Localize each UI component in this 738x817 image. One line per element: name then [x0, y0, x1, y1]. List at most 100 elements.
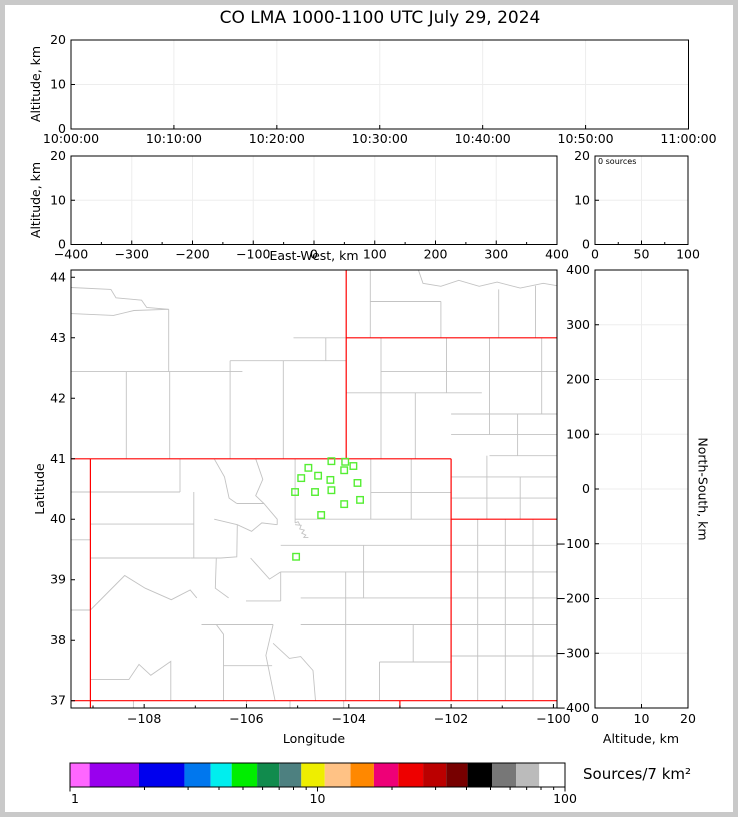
- north-south-tick-label: 400: [566, 262, 590, 277]
- lightning-source-marker: [291, 488, 300, 496]
- north-south-tick-label: 300: [566, 317, 590, 332]
- east-west-tick-label: 100: [363, 247, 387, 262]
- county-border-line: [294, 521, 301, 525]
- latitude-tick-label: 44: [50, 269, 66, 284]
- colorbar-segment: [398, 763, 424, 787]
- colorbar-segment: [350, 763, 374, 787]
- histogram-y-tick-label: 0: [582, 237, 590, 252]
- county-border-line: [90, 574, 198, 611]
- lightning-source-marker: [297, 474, 306, 483]
- colorbar-segment: [184, 763, 211, 787]
- county-border-line: [265, 624, 276, 701]
- north-south-tick-label: −200: [556, 591, 590, 606]
- altitude-x-tick-label: 20: [680, 711, 696, 726]
- time-tick-label: 10:20:00: [249, 131, 305, 146]
- longitude-tick-label: −102: [434, 711, 468, 726]
- lightning-source-marker: [340, 466, 349, 475]
- colorbar-segment: [301, 763, 325, 787]
- lightning-source-marker: [349, 462, 358, 470]
- colorbar-segment: [539, 763, 565, 787]
- colorbar-segment: [446, 763, 468, 787]
- colorbar-segment: [231, 763, 258, 787]
- time-tick-label: 10:50:00: [558, 131, 614, 146]
- altitude-tick-label: 10: [50, 77, 66, 92]
- colorbar-segment: [516, 763, 540, 787]
- county-border-line: [214, 557, 229, 599]
- county-border-line: [417, 269, 558, 289]
- colorbar-tick-label: 10: [310, 791, 326, 806]
- histogram-y-tick-label: 20: [574, 148, 590, 163]
- altitude-x-tick-label: 10: [634, 711, 650, 726]
- colorbar-tick-label: 100: [553, 791, 577, 806]
- colorbar-segment: [138, 763, 185, 787]
- time-tick-label: 10:10:00: [146, 131, 202, 146]
- colorbar-label: Sources/7 km²: [583, 765, 692, 783]
- lightning-source-marker: [340, 500, 349, 509]
- county-border-line: [236, 503, 278, 525]
- longitude-tick-label: −104: [332, 711, 366, 726]
- histogram-x-tick-label: 0: [591, 247, 599, 262]
- map-y-axis-label: Latitude: [31, 463, 47, 515]
- altitude-tick-label: 10: [50, 192, 66, 207]
- county-border-line: [255, 458, 265, 504]
- lightning-source-marker: [304, 463, 313, 472]
- north-south-tick-label: −100: [556, 536, 590, 551]
- county-border-line: [201, 624, 224, 701]
- colorbar-segment: [279, 763, 302, 787]
- north-south-tick-label: 100: [566, 426, 590, 441]
- latitude-tick-label: 38: [50, 632, 66, 647]
- latitude-tick-label: 43: [50, 330, 66, 345]
- latitude-tick-label: 37: [50, 693, 66, 708]
- lightning-source-marker: [327, 457, 336, 466]
- lightning-source-marker: [314, 471, 323, 480]
- latitude-tick-label: 39: [50, 572, 66, 587]
- time-height-y-axis-label: Altitude, km: [27, 45, 43, 123]
- latitude-tick-label: 40: [50, 511, 66, 526]
- county-border-line: [213, 458, 238, 504]
- lightning-source-marker: [311, 488, 319, 496]
- colorbar-segment: [257, 763, 280, 787]
- figure-title: CO LMA 1000-1100 UTC July 29, 2024: [219, 8, 541, 28]
- east-west-tick-label: 0: [310, 247, 318, 262]
- latitude-tick-label: 41: [50, 451, 66, 466]
- colorbar-segment: [324, 763, 351, 787]
- county-border-line: [272, 642, 316, 701]
- colorbar-segment: [373, 763, 399, 787]
- longitude-tick-label: −106: [229, 711, 263, 726]
- lightning-source-marker: [353, 479, 362, 487]
- east-west-tick-label: 400: [545, 247, 569, 262]
- east-west-tick-label: 200: [424, 247, 448, 262]
- lightning-source-marker: [317, 511, 326, 519]
- ew-height-y-axis-label: Altitude, km: [27, 161, 43, 239]
- time-tick-label: 10:00:00: [43, 131, 99, 146]
- north-south-tick-label: −300: [556, 645, 590, 660]
- colorbar-segment: [423, 763, 447, 787]
- colorbar-segment: [89, 763, 139, 787]
- time-tick-label: 11:00:00: [660, 131, 716, 146]
- lightning-source-marker: [356, 495, 364, 504]
- east-west-tick-label: 300: [484, 247, 508, 262]
- ns-height-x-axis-label: Altitude, km: [602, 731, 680, 746]
- county-border-line: [190, 524, 238, 559]
- county-border-line: [90, 660, 172, 701]
- histogram-source-count-annotation: 0 sources: [598, 157, 637, 166]
- ew-height-x-axis-label: East-West, km: [269, 248, 359, 263]
- east-west-tick-label: −400: [54, 247, 88, 262]
- north-south-tick-label: 0: [582, 481, 590, 496]
- north-south-tick-label: 200: [566, 372, 590, 387]
- altitude-tick-label: 0: [58, 121, 66, 136]
- histogram-x-tick-label: 100: [676, 247, 700, 262]
- latitude-tick-label: 42: [50, 390, 66, 405]
- histogram-y-tick-label: 10: [574, 192, 590, 207]
- colorbar-tick-label: 1: [71, 791, 79, 806]
- longitude-tick-label: −108: [127, 711, 161, 726]
- east-west-tick-label: −200: [175, 247, 209, 262]
- county-border-line: [295, 524, 309, 538]
- east-west-tick-label: −300: [115, 247, 149, 262]
- histogram-x-tick-label: 50: [634, 247, 650, 262]
- lightning-source-marker: [327, 486, 336, 495]
- colorbar-segment: [210, 763, 232, 787]
- altitude-tick-label: 20: [50, 32, 66, 47]
